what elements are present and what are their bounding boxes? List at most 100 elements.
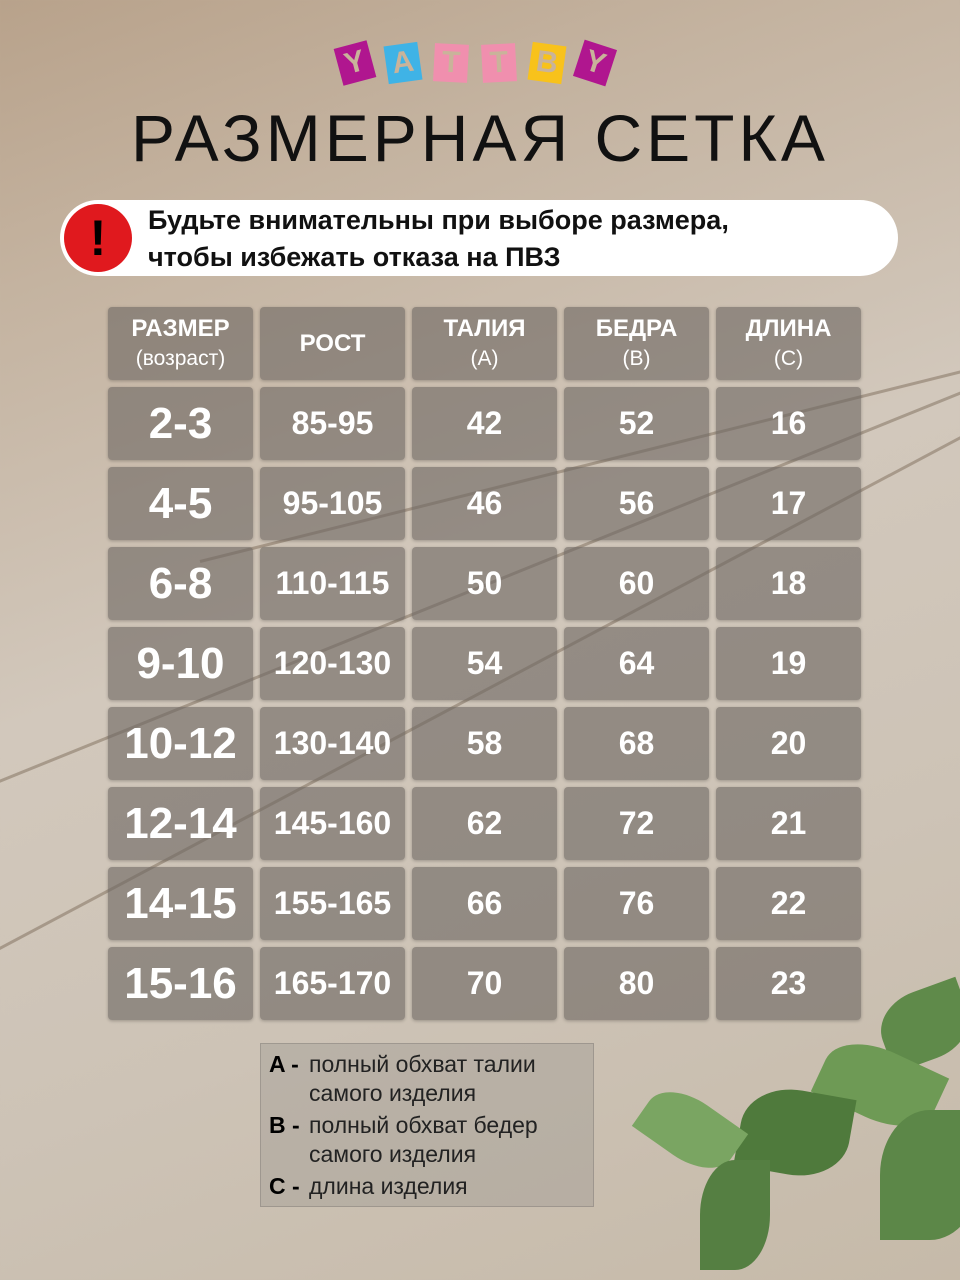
table-cell: 72 — [564, 787, 709, 860]
header-sublabel: (С) — [773, 346, 804, 370]
cell-value: 46 — [466, 485, 503, 521]
cell-value: 15-16 — [124, 958, 237, 1008]
legend-text: самого изделия — [309, 1141, 477, 1167]
table-cell: 54 — [412, 627, 557, 700]
table-cell: 120-130 — [260, 627, 405, 700]
legend-item: C - длина изделия — [261, 1172, 593, 1201]
cell-value: 16 — [770, 405, 807, 441]
cell-value: 110-115 — [275, 565, 390, 601]
table-cell: 62 — [412, 787, 557, 860]
cell-value: 56 — [618, 485, 655, 521]
cell-value: 68 — [618, 725, 655, 761]
warning-text: Будьте внимательны при выборе размера, ч… — [148, 202, 729, 276]
table-cell: 52 — [564, 387, 709, 460]
table-cell: 56 — [564, 467, 709, 540]
legend-key: C - — [269, 1173, 300, 1199]
cell-value: 17 — [770, 485, 807, 521]
header-label: БЕДРА — [595, 314, 678, 342]
table-cell: 21 — [716, 787, 861, 860]
table-cell: 9-10 — [108, 627, 253, 700]
cell-value: 66 — [466, 885, 503, 921]
table-cell: 16 — [716, 387, 861, 460]
page-title: РАЗМЕРНАЯ СЕТКА — [131, 101, 829, 175]
cell-value: 72 — [618, 805, 655, 841]
cell-value: 20 — [770, 725, 807, 761]
cell-value: 52 — [618, 405, 655, 441]
table-cell: 19 — [716, 627, 861, 700]
warning-line-2: чтобы избежать отказа на ПВЗ — [148, 242, 561, 272]
table-cell: 155-165 — [260, 867, 405, 940]
legend-text: полный обхват талии — [309, 1051, 536, 1077]
legend-text: самого изделия — [309, 1080, 477, 1106]
exclamation-icon: ! — [64, 204, 132, 272]
table-cell: 85-95 — [260, 387, 405, 460]
logo-letter: Y — [333, 40, 377, 86]
cell-value: 6-8 — [148, 558, 213, 608]
cell-value: 70 — [466, 965, 503, 1001]
logo-letter: B — [527, 41, 567, 85]
table-cell: 50 — [412, 547, 557, 620]
cell-value: 64 — [618, 645, 655, 681]
table-cell: 22 — [716, 867, 861, 940]
table-cell: 12-14 — [108, 787, 253, 860]
cell-value: 12-14 — [124, 798, 237, 848]
cell-value: 18 — [770, 565, 807, 601]
header-label: РОСТ — [299, 329, 366, 357]
cell-value: 54 — [466, 645, 503, 681]
cell-value: 23 — [770, 965, 807, 1001]
header-sublabel: (возраст) — [135, 346, 226, 370]
table-cell: 17 — [716, 467, 861, 540]
header-label: РАЗМЕР — [131, 314, 230, 342]
table-cell: 2-3 — [108, 387, 253, 460]
warning-line-1: Будьте внимательны при выборе размера, — [148, 205, 729, 235]
table-cell: 70 — [412, 947, 557, 1020]
legend-box: A - полный обхват талии самого изделия B - п… — [260, 1043, 594, 1207]
table-cell: 130-140 — [260, 707, 405, 780]
legend-key: A - — [269, 1051, 299, 1077]
table-cell: 23 — [716, 947, 861, 1020]
header-label: ТАЛИЯ — [443, 314, 526, 342]
column-header: РОСТ — [260, 307, 405, 380]
cell-value: 80 — [618, 965, 655, 1001]
cell-value: 58 — [466, 725, 503, 761]
column-header: БЕДРА (В) — [564, 307, 709, 380]
cell-value: 19 — [770, 645, 807, 681]
cell-value: 21 — [770, 805, 807, 841]
table-cell: 4-5 — [108, 467, 253, 540]
table-cell: 46 — [412, 467, 557, 540]
table-cell: 95-105 — [260, 467, 405, 540]
legend-text: полный обхват бедер — [309, 1112, 538, 1138]
cell-value: 130-140 — [273, 725, 392, 761]
table-cell: 76 — [564, 867, 709, 940]
table-cell: 58 — [412, 707, 557, 780]
table-cell: 66 — [412, 867, 557, 940]
cell-value: 165-170 — [273, 965, 392, 1001]
cell-value: 14-15 — [124, 878, 237, 928]
cell-value: 120-130 — [273, 645, 392, 681]
logo-letter: T — [481, 43, 517, 83]
cell-value: 22 — [770, 885, 807, 921]
table-cell: 145-160 — [260, 787, 405, 860]
logo-letter: A — [383, 41, 423, 85]
legend-item: B - полный обхват бедер самого изделия — [261, 1111, 593, 1169]
cell-value: 42 — [466, 405, 503, 441]
cell-value: 9-10 — [136, 638, 225, 688]
legend-key: B - — [269, 1112, 300, 1138]
header-sublabel: (В) — [622, 346, 651, 370]
table-cell: 64 — [564, 627, 709, 700]
table-cell: 68 — [564, 707, 709, 780]
legend-item: A - полный обхват талии самого изделия — [261, 1050, 593, 1108]
cell-value: 76 — [618, 885, 655, 921]
cell-value: 62 — [466, 805, 503, 841]
table-cell: 6-8 — [108, 547, 253, 620]
table-cell: 10-12 — [108, 707, 253, 780]
table-cell: 60 — [564, 547, 709, 620]
table-cell: 14-15 — [108, 867, 253, 940]
table-cell: 15-16 — [108, 947, 253, 1020]
cell-value: 85-95 — [291, 405, 374, 441]
cell-value: 155-165 — [273, 885, 392, 921]
table-cell: 18 — [716, 547, 861, 620]
table-cell: 110-115 — [260, 547, 405, 620]
header-sublabel: (А) — [470, 346, 499, 370]
